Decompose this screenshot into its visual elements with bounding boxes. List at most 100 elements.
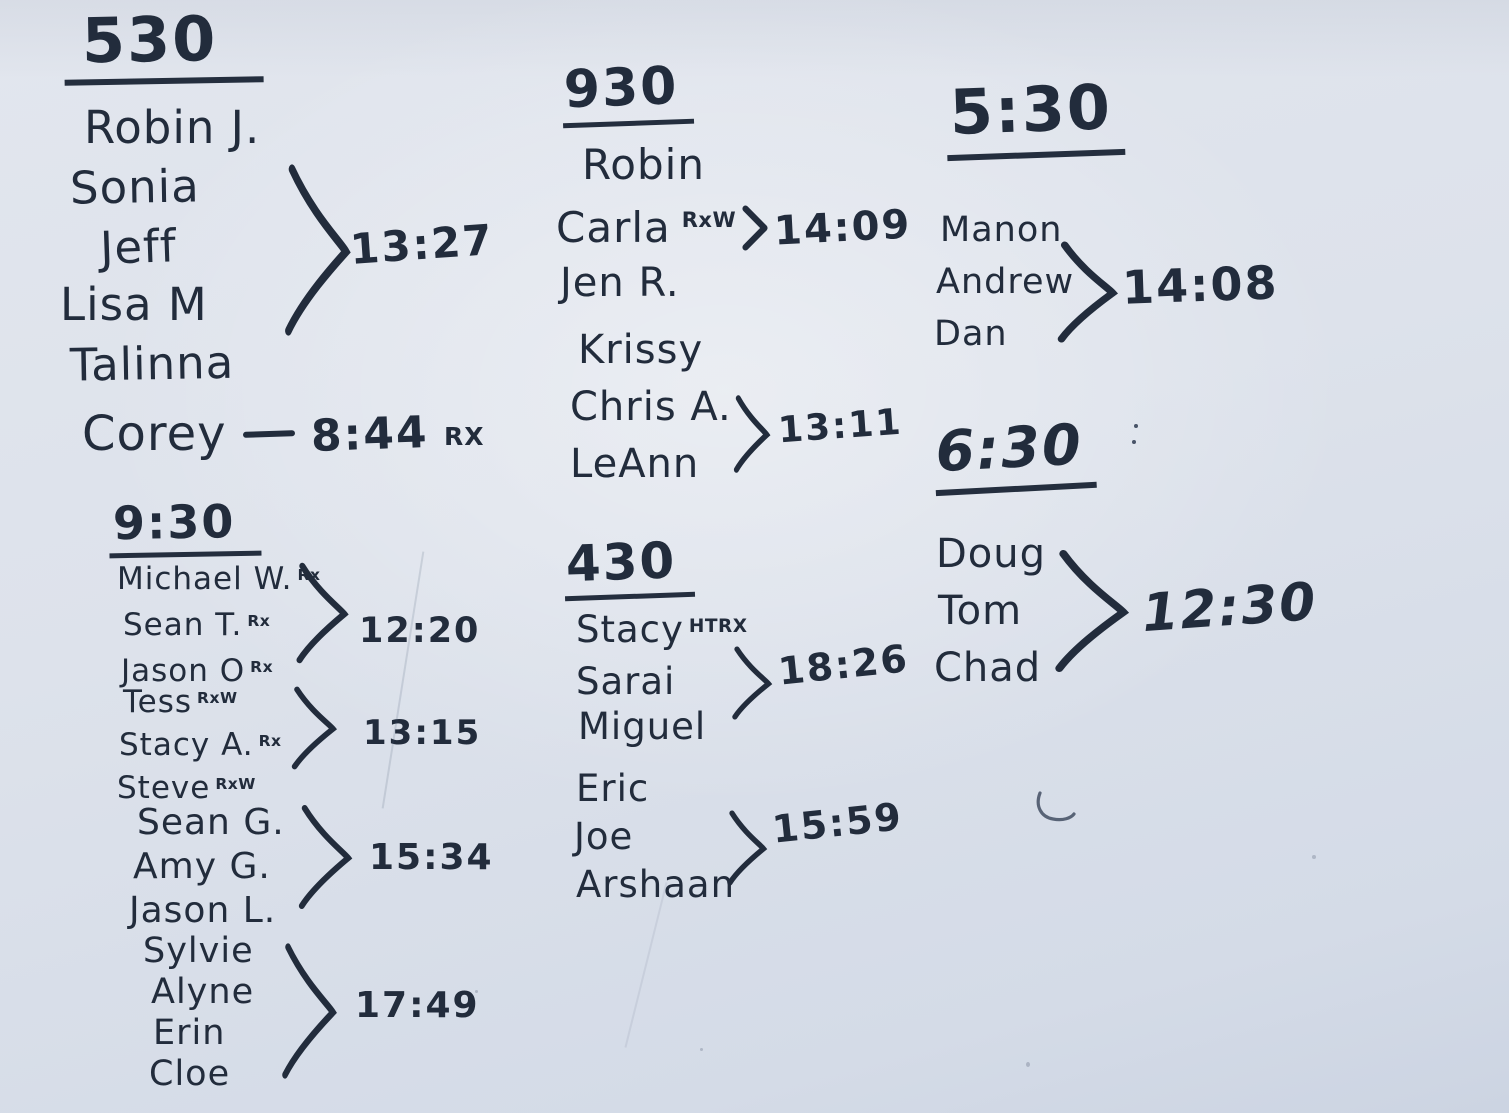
athlete-name: Corey <box>82 406 227 462</box>
dash-mark <box>242 430 295 438</box>
rx-tag: Rx <box>247 612 271 631</box>
arrow-icon <box>742 204 768 251</box>
name-list-530: Robin J. Sonia Jeff Lisa M Talinna <box>58 98 260 393</box>
section-530pm-class: 5:30 Manon Andrew Dan 14:08 <box>928 70 1388 366</box>
score-bracket-icon <box>733 395 771 473</box>
rx-tag: RxW <box>215 775 256 794</box>
athlete-name: Jason O Rx <box>121 653 274 689</box>
athlete-name: LeAnn <box>570 441 700 487</box>
athlete-name: Talinna <box>69 335 235 392</box>
group-finish-time: 15:59 <box>770 794 905 852</box>
section-430-class: 430 Stacy HTRX Sarai Miguel 18:26 Eric Jo… <box>560 531 980 920</box>
class-time-heading-430: 430 <box>562 531 696 602</box>
athlete-name: Carla <box>556 203 671 252</box>
name-list-930-top: Robin Carla RxW 14:09 Jen R. <box>556 140 913 306</box>
athlete-name: Chad <box>934 645 1042 691</box>
group-finish-time: 18:26 <box>776 636 911 694</box>
athlete-name: Sean T. Rx <box>123 607 271 643</box>
athlete-name: Chris A. <box>570 384 732 430</box>
class-time-heading-630pm: 6:30 <box>932 412 1098 496</box>
athlete-name: Miguel <box>578 705 707 748</box>
athlete-name: Amy G. <box>133 846 271 887</box>
group-finish-time: 17:49 <box>355 985 480 1026</box>
athlete-name: Joe <box>574 815 634 858</box>
inline-result-line: Carla RxW 14:09 <box>556 200 913 255</box>
athlete-name: Doug <box>936 531 1047 577</box>
rx-tag: RX <box>443 421 485 451</box>
section-930am-class: 9:30 Michael W. Rx Sean T. Rx Jason O Rx 12… <box>103 494 583 1113</box>
score-bracket-icon <box>296 562 349 664</box>
class-time-heading-930am: 9:30 <box>108 494 262 558</box>
name-list-430-group1: Stacy HTRX Sarai Miguel <box>576 607 748 749</box>
board-speck <box>475 990 478 993</box>
athlete-name: Tom <box>938 588 1023 634</box>
athlete-name: Steve RxW <box>117 770 256 806</box>
individual-result-line: Corey 8:44 RX <box>82 406 484 462</box>
name-list-group2: Tess RxW Stacy A. Rx Steve RxW <box>115 683 282 812</box>
group-finish-time: 13:15 <box>363 713 482 753</box>
rx-tag: RxW <box>197 689 238 708</box>
athlete-name: Lisa M <box>60 278 208 331</box>
board-speck <box>1312 855 1316 859</box>
rx-tag: RxW <box>681 208 737 233</box>
score-bracket-icon <box>285 164 351 336</box>
section-530-class: 530 Robin J. Sonia Jeff Lisa M Talinna 1… <box>58 2 548 504</box>
athlete-name: Stacy HTRX <box>576 608 748 651</box>
athlete-name: Andrew <box>936 262 1075 302</box>
athlete-name: Manon <box>940 210 1063 250</box>
rx-tag: Rx <box>250 658 274 677</box>
score-bracket-icon <box>727 810 768 886</box>
group-finish-time: 12:30 <box>1140 571 1320 645</box>
athlete-name: Tess RxW <box>123 684 238 720</box>
athlete-name: Sarai <box>576 660 676 703</box>
athlete-name: Sean G. <box>137 802 285 843</box>
athlete-name: Krissy <box>578 327 704 373</box>
class-time-heading-530pm: 5:30 <box>944 70 1126 162</box>
class-time-heading-930: 930 <box>560 56 694 129</box>
score-bracket-icon <box>291 686 338 770</box>
group-finish-time: 13:11 <box>776 401 904 452</box>
athlete-name: Eric <box>576 767 650 810</box>
board-speck <box>1026 1062 1030 1067</box>
name-list-430-group2: Eric Joe Arshaan <box>574 765 736 909</box>
athlete-name: Robin <box>582 140 705 189</box>
name-list-930-bottom: Krissy Chris A. LeAnn <box>570 322 732 493</box>
athlete-name: Sylvie <box>143 931 254 971</box>
name-list-group3: Sean G. Amy G. Jason L. <box>129 801 285 933</box>
score-bracket-icon <box>1057 241 1119 343</box>
individual-finish-time: 8:44 <box>309 406 429 462</box>
name-list-group4: Sylvie Alyne Erin Cloe <box>143 931 254 1095</box>
group-finish-time: 15:34 <box>369 837 494 878</box>
rx-tag: Rx <box>258 732 282 751</box>
athlete-name: Cloe <box>149 1054 231 1094</box>
athlete-name: Jeff <box>99 219 178 275</box>
athlete-name: Dan <box>934 314 1008 354</box>
athlete-name: Arshaan <box>576 863 736 906</box>
section-630pm-class: 6:30 Doug Tom Chad 12:30 <box>926 412 1396 718</box>
athlete-name: Erin <box>153 1013 226 1053</box>
group-finish-time: 13:27 <box>348 215 496 274</box>
score-bracket-icon <box>1055 550 1130 672</box>
score-bracket-icon <box>282 943 337 1079</box>
individual-finish-time: 14:09 <box>773 200 913 255</box>
class-time-heading-530: 530 <box>63 2 265 86</box>
name-list-530pm: Manon Andrew Dan <box>934 204 1075 360</box>
name-list-group1: Michael W. Rx Sean T. Rx Jason O Rx <box>117 559 320 697</box>
section-930-class: 930 Robin Carla RxW 14:09 Jen R. Krissy … <box>556 56 976 515</box>
stray-mark <box>1132 440 1136 444</box>
athlete-name: Jen R. <box>560 260 680 306</box>
athlete-name: Alyne <box>151 972 255 1012</box>
stray-mark <box>1134 424 1138 428</box>
score-bracket-icon <box>732 646 773 720</box>
rx-tag: HTRX <box>688 615 748 637</box>
athlete-name: Robin J. <box>84 101 261 154</box>
stray-hook-mark <box>1036 791 1076 822</box>
athlete-name: Sonia <box>69 159 201 215</box>
athlete-name: Stacy A. Rx <box>119 727 282 763</box>
name-list-630pm: Doug Tom Chad <box>934 526 1047 697</box>
group-finish-time: 12:20 <box>359 611 481 651</box>
board-speck <box>700 1048 703 1051</box>
athlete-name: Jason L. <box>129 890 277 931</box>
group-finish-time: 14:08 <box>1121 255 1280 315</box>
